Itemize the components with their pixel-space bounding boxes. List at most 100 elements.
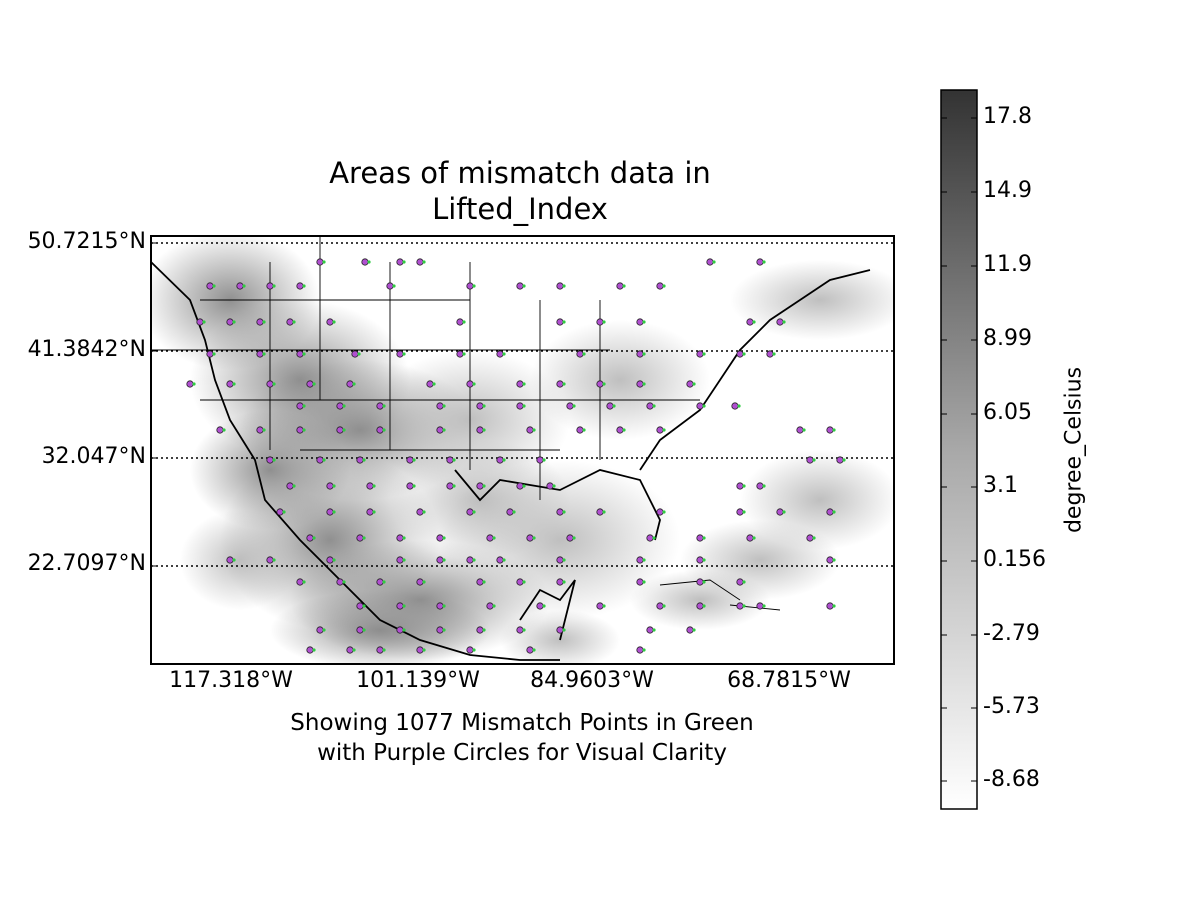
mismatch-point	[656, 426, 666, 434]
mismatch-point	[366, 482, 376, 490]
chart-caption: Showing 1077 Mismatch Points in Green wi…	[222, 708, 822, 768]
mismatch-point	[566, 534, 576, 542]
mismatch-point	[776, 508, 786, 516]
mismatch-point	[306, 380, 316, 388]
caption-line-2: with Purple Circles for Visual Clarity	[317, 740, 727, 766]
mismatch-point	[326, 508, 336, 516]
mismatch-point	[466, 508, 476, 516]
mismatch-point	[646, 402, 656, 410]
mismatch-point	[286, 318, 296, 326]
mismatch-point	[496, 556, 506, 564]
mismatch-point	[636, 350, 646, 358]
mismatch-point	[576, 426, 586, 434]
mismatch-point	[516, 482, 526, 490]
lat-tick-label: 22.7097°N	[27, 551, 146, 576]
mismatch-point	[516, 626, 526, 634]
mismatch-point	[466, 380, 476, 388]
mismatch-point	[696, 534, 706, 542]
mismatch-point	[356, 534, 366, 542]
shading-region	[630, 570, 770, 630]
mismatch-point	[436, 426, 446, 434]
mismatch-point	[466, 556, 476, 564]
mismatch-point	[736, 578, 746, 586]
mismatch-point	[326, 482, 336, 490]
mismatch-point	[646, 626, 656, 634]
mismatch-point	[616, 282, 626, 290]
mismatch-points	[186, 258, 846, 654]
colorbar-tick-label: 8.99	[983, 326, 1032, 351]
mismatch-point	[316, 258, 326, 266]
mismatch-point	[766, 350, 776, 358]
lon-tick-label: 101.139°W	[356, 668, 480, 693]
colorbar-tick-label: 14.9	[983, 178, 1032, 203]
mismatch-point	[596, 602, 606, 610]
mismatch-point	[256, 350, 266, 358]
mismatch-point	[556, 578, 566, 586]
mismatch-point	[686, 380, 696, 388]
mismatch-point	[516, 402, 526, 410]
mismatch-point	[266, 282, 276, 290]
mismatch-point	[326, 318, 336, 326]
mismatch-point	[416, 646, 426, 654]
mismatch-point	[496, 456, 506, 464]
mismatch-point	[396, 534, 406, 542]
mismatch-point	[756, 602, 766, 610]
mismatch-point	[346, 646, 356, 654]
mismatch-point	[476, 626, 486, 634]
mismatch-point	[556, 282, 566, 290]
mismatch-point	[336, 402, 346, 410]
shading-region	[190, 410, 350, 530]
mismatch-point	[806, 534, 816, 542]
mismatch-point	[806, 456, 816, 464]
colorbar	[940, 89, 978, 810]
boundary-line	[151, 261, 560, 661]
mismatch-point	[226, 556, 236, 564]
mismatch-point	[316, 456, 326, 464]
mismatch-point	[656, 508, 666, 516]
mismatch-point	[536, 456, 546, 464]
graticule	[151, 242, 894, 567]
mismatch-point	[256, 426, 266, 434]
mismatch-point	[596, 318, 606, 326]
mismatch-point	[636, 380, 646, 388]
mismatch-point	[476, 402, 486, 410]
colorbar-label: degree_Celsius	[1061, 366, 1087, 534]
mismatch-point	[746, 318, 756, 326]
mismatch-point	[356, 456, 366, 464]
mismatch-point	[696, 578, 706, 586]
mismatch-point	[646, 534, 656, 542]
lon-tick-label: 117.318°W	[169, 668, 293, 693]
mismatch-point	[436, 626, 446, 634]
state-boundaries	[151, 236, 871, 661]
caption-line-1: Showing 1077 Mismatch Points in Green	[290, 710, 754, 736]
mismatch-point	[696, 602, 706, 610]
mismatch-point	[356, 602, 366, 610]
mismatch-point	[296, 402, 306, 410]
mismatch-point	[566, 402, 576, 410]
mismatch-point	[416, 508, 426, 516]
mismatch-point	[306, 646, 316, 654]
mismatch-point	[556, 626, 566, 634]
shading-region	[270, 590, 490, 664]
mismatch-point	[466, 646, 476, 654]
mismatch-point	[476, 426, 486, 434]
mismatch-point	[366, 508, 376, 516]
colorbar-tick-label: -2.79	[983, 621, 1040, 646]
mismatch-point	[446, 482, 456, 490]
title-line-2: Lifted_Index	[432, 192, 608, 226]
mismatch-point	[526, 646, 536, 654]
mismatch-point	[306, 534, 316, 542]
mismatch-point	[446, 456, 456, 464]
mismatch-point	[376, 402, 386, 410]
colorbar-tick-label: 11.9	[983, 252, 1032, 277]
mismatch-point	[696, 402, 706, 410]
mismatch-point	[216, 426, 226, 434]
mismatch-point	[556, 508, 566, 516]
mismatch-point	[361, 258, 371, 266]
mismatch-point	[826, 508, 836, 516]
colorbar-tick-label: 17.8	[983, 104, 1032, 129]
boundary-line	[639, 269, 871, 471]
mismatch-point	[596, 380, 606, 388]
mismatch-point	[316, 626, 326, 634]
